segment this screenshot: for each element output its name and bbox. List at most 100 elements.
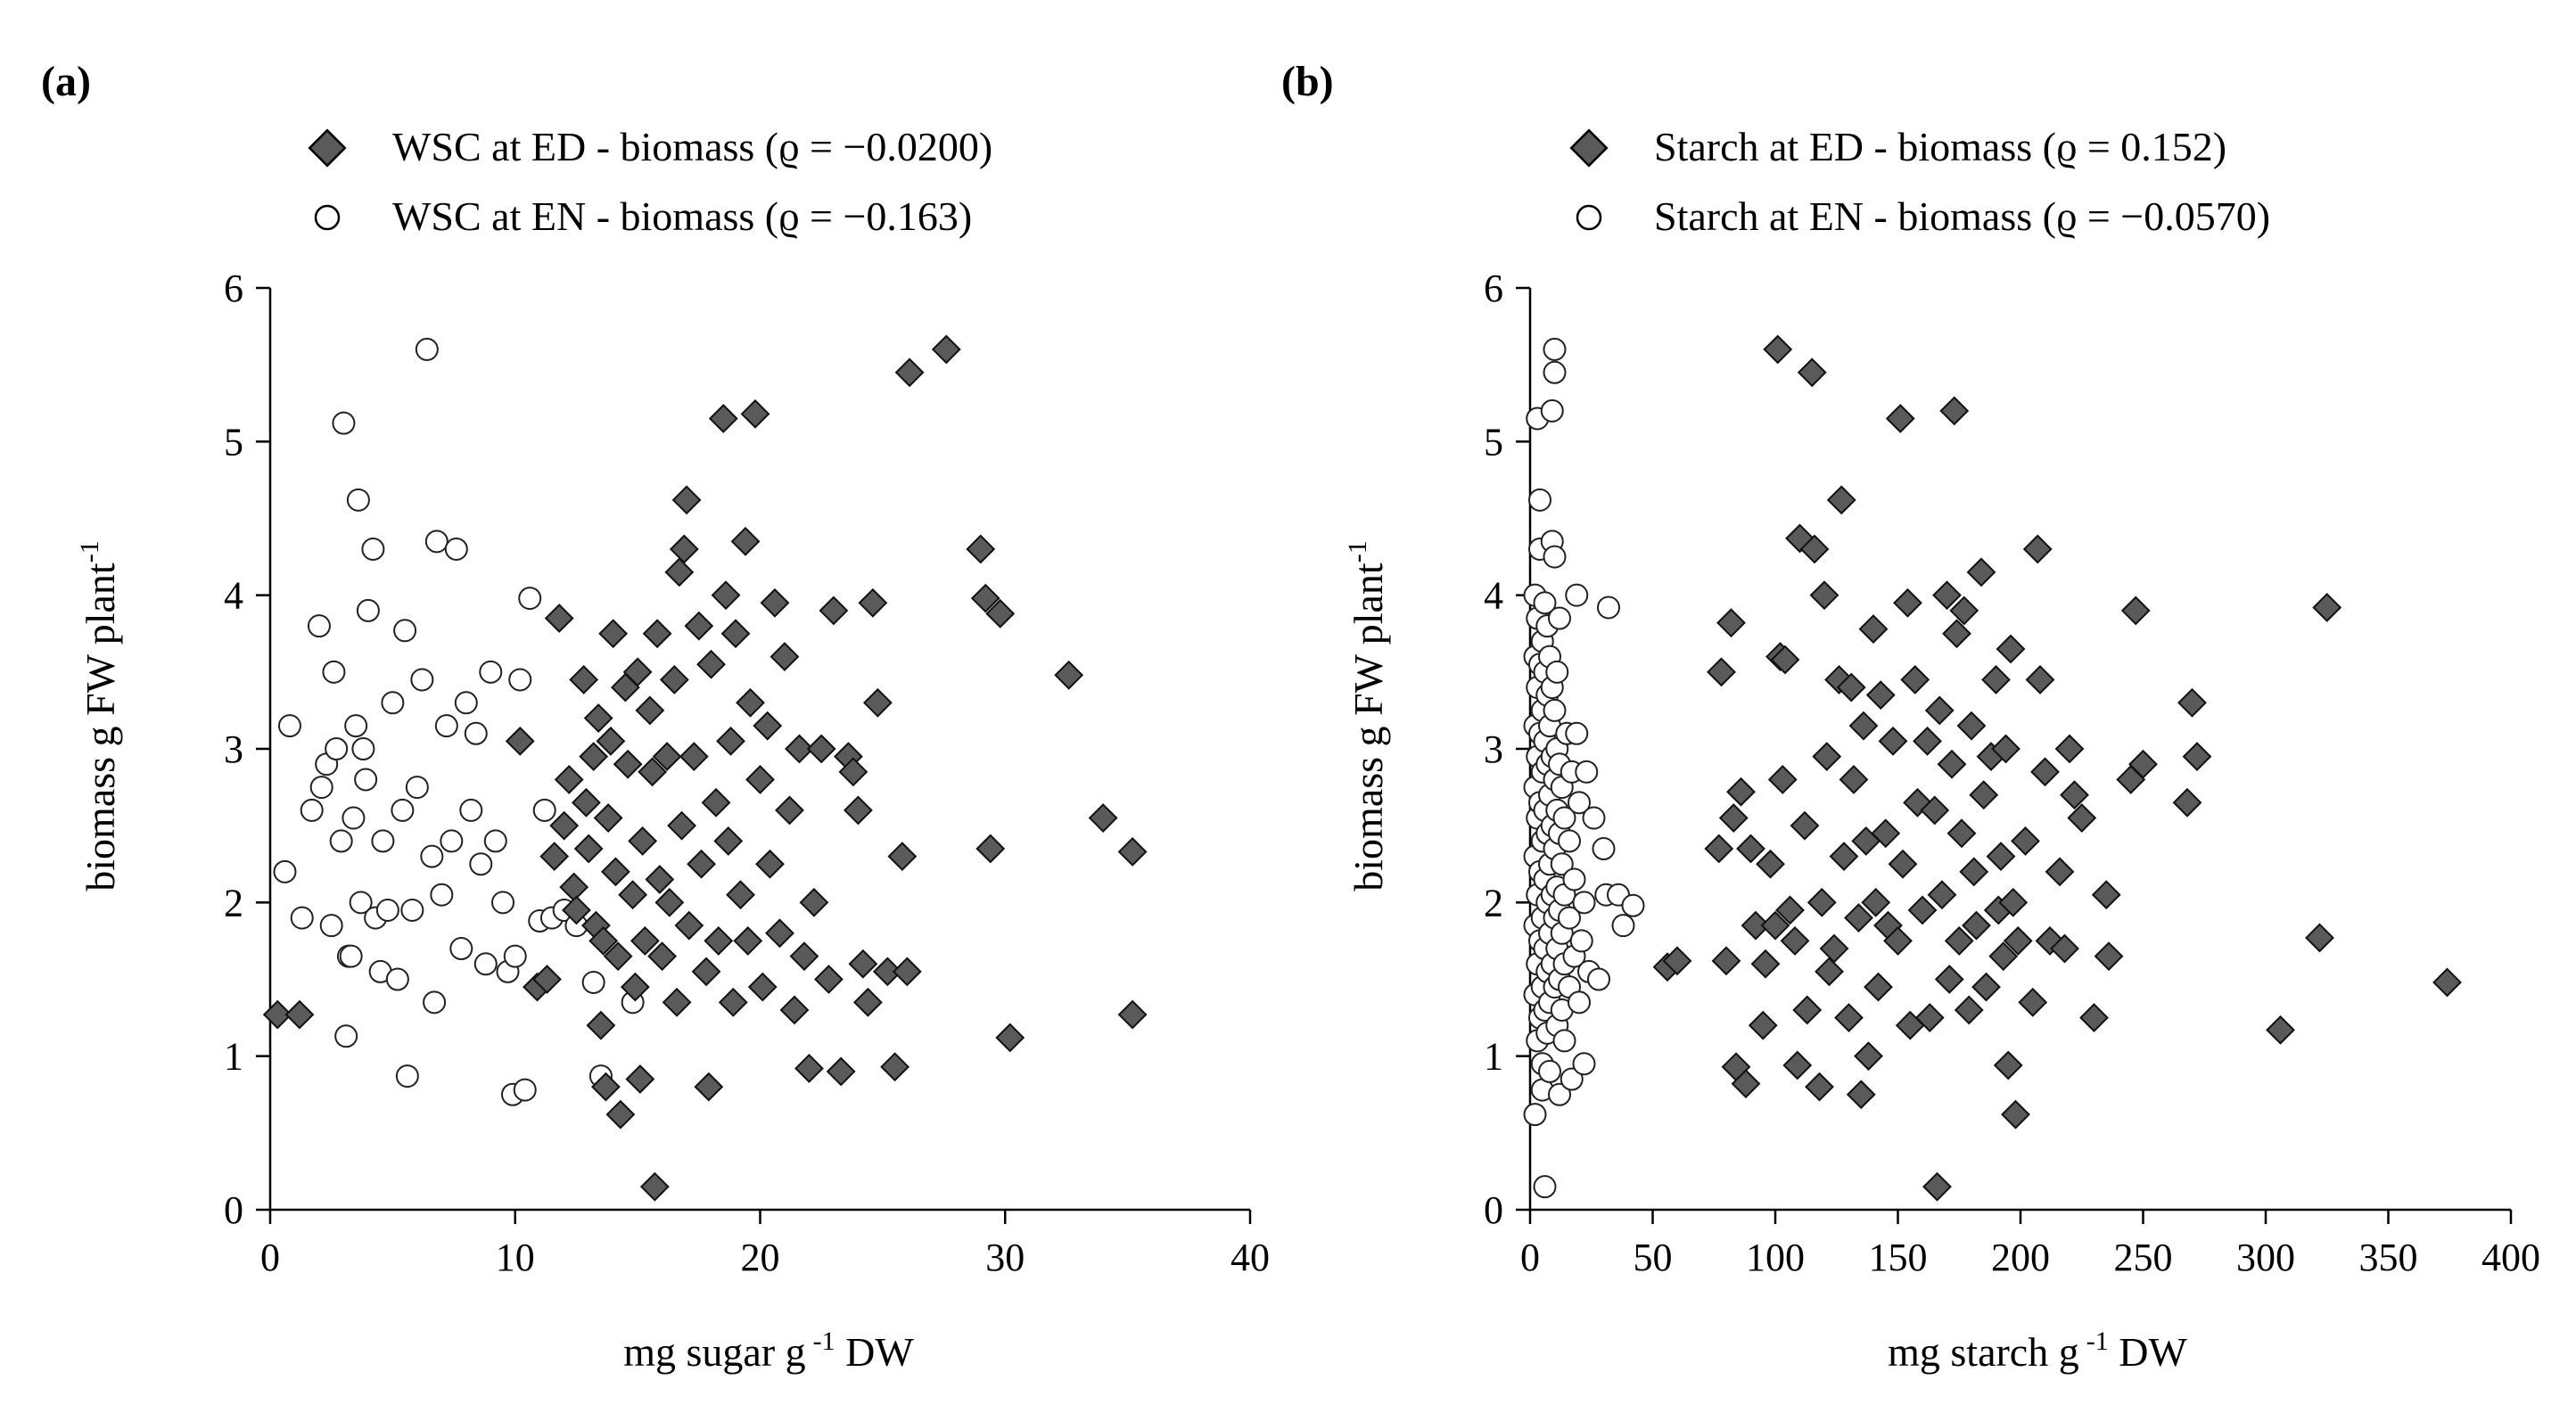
- data-point-diamond: [2182, 742, 2212, 772]
- data-point-diamond: [2054, 734, 2085, 764]
- panel-b-x-tick-label: 200: [1991, 1236, 2050, 1279]
- panel-b-x-tick-label: 150: [1869, 1236, 1928, 1279]
- data-point-diamond: [872, 957, 902, 987]
- data-point-diamond: [559, 872, 589, 902]
- data-point-diamond: [1741, 910, 1771, 941]
- panel-a-y-tick-label: 6: [224, 267, 243, 310]
- data-point-diamond: [630, 926, 660, 956]
- data-point-diamond: [1885, 404, 1915, 433]
- data-point-diamond: [2091, 880, 2121, 910]
- data-point-diamond: [1792, 995, 1823, 1025]
- data-point-circle: [1575, 760, 1599, 784]
- data-point-diamond: [645, 865, 675, 894]
- data-point-diamond: [1924, 695, 1955, 726]
- data-point-diamond: [1836, 672, 1866, 702]
- data-point-circle: [332, 411, 356, 435]
- data-point-diamond: [770, 642, 800, 672]
- data-point-diamond: [2266, 1015, 2295, 1045]
- data-point-diamond: [1920, 795, 1950, 826]
- data-point-diamond: [862, 687, 893, 718]
- panel-a-legend-diamond-marker: [308, 128, 347, 168]
- panel-b-plot-area: 0 1 2 3 4 5 6 0 50 100 150 200 250 300 350 400: [1484, 267, 2540, 1279]
- panel-a-x-tick-label: 10: [496, 1236, 535, 1279]
- data-point-diamond: [716, 726, 745, 756]
- data-point-diamond: [2177, 687, 2207, 718]
- data-point-circle: [1560, 1067, 1584, 1091]
- data-point-circle: [459, 798, 483, 822]
- data-point-diamond: [2067, 803, 2097, 833]
- data-point-diamond: [711, 580, 741, 611]
- data-point-diamond: [814, 965, 844, 994]
- data-point-diamond: [1780, 926, 1810, 956]
- data-point-diamond: [635, 695, 665, 726]
- data-point-circle: [469, 852, 493, 876]
- data-point-diamond: [1959, 857, 1989, 887]
- data-point-diamond: [572, 787, 601, 817]
- data-point-diamond: [765, 918, 794, 949]
- panel-b-legend: Starch at ED - biomass (ϱ = 0.152) Starc…: [1569, 124, 2270, 239]
- panel-a-series-en: [273, 337, 645, 1106]
- data-point-circle: [277, 714, 301, 738]
- data-point-diamond: [549, 810, 580, 841]
- data-point-diamond: [1934, 965, 1964, 994]
- data-point-diamond: [691, 957, 721, 987]
- panel-a-label: (a): [41, 58, 91, 105]
- data-point-diamond: [638, 757, 668, 787]
- panel-b-chart: (b) Starch at ED - biomass (ϱ = 0.152) S…: [1281, 58, 2540, 1375]
- data-point-circle: [346, 488, 370, 512]
- data-point-diamond: [1846, 1080, 1876, 1110]
- data-point-diamond: [1988, 941, 2019, 972]
- panel-a-y-axis-title: biomass g FW plant-1: [75, 540, 123, 891]
- data-point-circle: [454, 691, 478, 715]
- data-point-diamond: [1993, 1050, 2023, 1080]
- data-point-diamond: [593, 803, 623, 833]
- data-point-diamond: [730, 526, 761, 556]
- data-point-diamond: [662, 987, 692, 1017]
- data-point-circle: [1523, 1103, 1547, 1127]
- data-point-diamond: [1731, 1069, 1761, 1099]
- data-point-diamond: [1809, 580, 1839, 611]
- data-point-diamond: [667, 810, 696, 841]
- panel-b-series-en: [1523, 337, 1645, 1199]
- data-point-diamond: [1939, 396, 1970, 426]
- data-point-diamond: [579, 742, 609, 772]
- data-point-circle: [325, 737, 349, 760]
- data-point-circle: [1533, 591, 1557, 615]
- data-point-circle: [371, 829, 395, 853]
- data-point-circle: [273, 859, 297, 883]
- data-point-diamond: [1942, 619, 1971, 649]
- data-point-circle: [1582, 806, 1606, 830]
- data-point-diamond: [618, 880, 648, 910]
- panel-b-x-tick-label: 100: [1746, 1236, 1805, 1279]
- data-point-diamond: [1893, 587, 1922, 618]
- data-point-diamond: [2432, 967, 2462, 998]
- data-point-circle: [1528, 488, 1551, 512]
- data-point-diamond: [583, 703, 613, 733]
- panel-a-x-axis-title: mg sugar g -1 DW: [623, 1327, 914, 1375]
- data-point-diamond: [1883, 926, 1913, 956]
- data-point-diamond: [262, 999, 292, 1030]
- data-point-diamond: [1848, 711, 1879, 741]
- data-point-diamond: [708, 404, 738, 433]
- data-point-diamond: [590, 1072, 621, 1102]
- data-point-diamond: [1770, 645, 1800, 675]
- panel-a-y-tick-label: 2: [224, 881, 243, 924]
- panel-b-x-tick-label: 250: [2114, 1236, 2173, 1279]
- panel-a-plot-area: 0 1 2 3 4 5 6 0 10 20 30 40: [224, 267, 1270, 1279]
- data-point-diamond: [1117, 999, 1148, 1030]
- data-point-diamond: [726, 880, 755, 910]
- data-point-circle: [1565, 721, 1589, 745]
- panel-b-x-tick-label: 0: [1520, 1236, 1540, 1279]
- data-point-diamond: [573, 834, 604, 864]
- data-point-diamond: [1900, 665, 1930, 694]
- data-point-circle: [1543, 337, 1567, 361]
- data-point-circle: [1533, 1175, 1557, 1199]
- data-point-diamond: [625, 1064, 655, 1094]
- data-point-diamond: [704, 926, 734, 956]
- data-point-diamond: [652, 742, 682, 772]
- data-point-circle: [423, 990, 447, 1015]
- panel-b-y-tick-label: 0: [1484, 1188, 1503, 1232]
- panel-a-x-tick-label: 40: [1230, 1236, 1270, 1279]
- panel-a-x-tick-label: 30: [985, 1236, 1025, 1279]
